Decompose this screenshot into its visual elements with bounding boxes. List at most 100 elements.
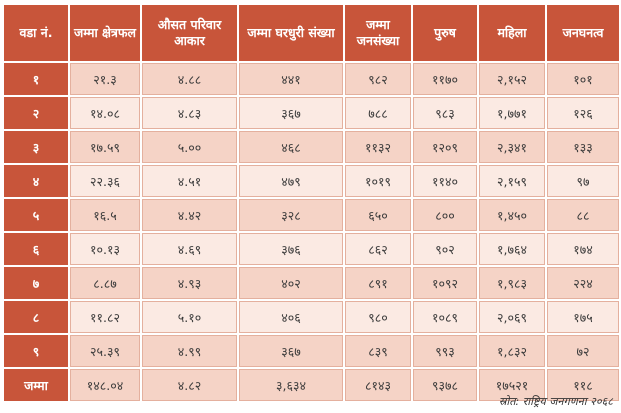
density-cell: ८८ <box>547 199 619 231</box>
total-area-cell: १४८.०४ <box>70 369 140 401</box>
header-female: महिला <box>479 5 545 61</box>
female-cell: १,७६४ <box>479 233 545 265</box>
table-row: २ १४.०८ ४.८३ ३६७ ७८८ ९८३ १,७७१ १२६ <box>4 97 619 129</box>
header-total-population: जम्मा जनसंख्या <box>345 5 411 61</box>
density-cell: १७४ <box>547 233 619 265</box>
density-cell: १७५ <box>547 301 619 333</box>
male-cell: ११७० <box>413 63 477 95</box>
header-population-density: जनघनत्व <box>547 5 619 61</box>
ward-number-cell: ७ <box>4 267 68 299</box>
ward-number-cell: १ <box>4 63 68 95</box>
density-cell: १३३ <box>547 131 619 163</box>
total-female-cell: १७५२१ <box>479 369 545 401</box>
area-cell: २२.३६ <box>70 165 140 197</box>
table-row: ८ ११.८२ ५.१० ४०६ ९८० १०८९ २,०६९ १७५ <box>4 301 619 333</box>
population-cell: १०१९ <box>345 165 411 197</box>
households-cell: ४४१ <box>239 63 343 95</box>
male-cell: १०८९ <box>413 301 477 333</box>
female-cell: १,४५० <box>479 199 545 231</box>
population-cell: ८९१ <box>345 267 411 299</box>
total-population-cell: ८१४३ <box>345 369 411 401</box>
ward-number-cell: ६ <box>4 233 68 265</box>
male-cell: ८०० <box>413 199 477 231</box>
population-cell: ९८२ <box>345 63 411 95</box>
households-cell: ३६७ <box>239 335 343 367</box>
table-row: ७ ८.८७ ४.९३ ४०२ ८९१ १०९२ १,९८३ २२४ <box>4 267 619 299</box>
ward-number-cell: २ <box>4 97 68 129</box>
table-body: १ २१.३ ४.८८ ४४१ ९८२ ११७० २,१५२ १०१ २ १४.… <box>4 63 619 401</box>
male-cell: १०९२ <box>413 267 477 299</box>
household-size-cell: ४.९९ <box>142 335 237 367</box>
ward-number-cell: ८ <box>4 301 68 333</box>
density-cell: २२४ <box>547 267 619 299</box>
table-row: ५ १६.५ ४.४२ ३२८ ६५० ८०० १,४५० ८८ <box>4 199 619 231</box>
area-cell: १७.५९ <box>70 131 140 163</box>
header-total-area: जम्मा क्षेत्रफल <box>70 5 140 61</box>
male-cell: ९९३ <box>413 335 477 367</box>
area-cell: ११.८२ <box>70 301 140 333</box>
header-ward-no: वडा नं. <box>4 5 68 61</box>
population-cell: ८३९ <box>345 335 411 367</box>
ward-number-cell: ५ <box>4 199 68 231</box>
header-total-households: जम्मा घरधुरी संख्या <box>239 5 343 61</box>
household-size-cell: ४.५१ <box>142 165 237 197</box>
households-cell: ४०२ <box>239 267 343 299</box>
household-size-cell: ५.१० <box>142 301 237 333</box>
ward-number-cell: ४ <box>4 165 68 197</box>
male-cell: १२०९ <box>413 131 477 163</box>
header-avg-household-size: औसत परिवार आकार <box>142 5 237 61</box>
female-cell: २,१५९ <box>479 165 545 197</box>
population-cell: ११३२ <box>345 131 411 163</box>
area-cell: ८.८७ <box>70 267 140 299</box>
female-cell: २,०६९ <box>479 301 545 333</box>
ward-number-cell: ९ <box>4 335 68 367</box>
population-cell: ७८८ <box>345 97 411 129</box>
ward-number-cell: ३ <box>4 131 68 163</box>
male-cell: ११४० <box>413 165 477 197</box>
male-cell: ९०२ <box>413 233 477 265</box>
area-cell: १०.१३ <box>70 233 140 265</box>
table-row: ३ १७.५९ ५.०० ४६८ ११३२ १२०९ २,३४१ १३३ <box>4 131 619 163</box>
density-cell: १२६ <box>547 97 619 129</box>
population-cell: ८६२ <box>345 233 411 265</box>
total-row: जम्मा १४८.०४ ४.८२ ३,६३४ ८१४३ ९३७८ १७५२१ … <box>4 369 619 401</box>
female-cell: १,७७१ <box>479 97 545 129</box>
total-density-cell: ११८ <box>547 369 619 401</box>
density-cell: १०१ <box>547 63 619 95</box>
households-cell: ३६७ <box>239 97 343 129</box>
header-row: वडा नं. जम्मा क्षेत्रफल औसत परिवार आकार … <box>4 5 619 61</box>
household-size-cell: ४.६९ <box>142 233 237 265</box>
ward-population-table: वडा नं. जम्मा क्षेत्रफल औसत परिवार आकार … <box>2 3 621 403</box>
household-size-cell: ४.४२ <box>142 199 237 231</box>
total-household-size-cell: ४.८२ <box>142 369 237 401</box>
household-size-cell: ४.८३ <box>142 97 237 129</box>
household-size-cell: ४.९३ <box>142 267 237 299</box>
female-cell: १,८३२ <box>479 335 545 367</box>
population-cell: ९८० <box>345 301 411 333</box>
household-size-cell: ५.०० <box>142 131 237 163</box>
table-row: ६ १०.१३ ४.६९ ३७६ ८६२ ९०२ १,७६४ १७४ <box>4 233 619 265</box>
density-cell: ७२ <box>547 335 619 367</box>
households-cell: ३२८ <box>239 199 343 231</box>
male-cell: ९८३ <box>413 97 477 129</box>
total-label-cell: जम्मा <box>4 369 68 401</box>
header-male: पुरुष <box>413 5 477 61</box>
density-cell: ९७ <box>547 165 619 197</box>
area-cell: २५.३९ <box>70 335 140 367</box>
total-households-cell: ३,६३४ <box>239 369 343 401</box>
female-cell: २,३४१ <box>479 131 545 163</box>
households-cell: ४०६ <box>239 301 343 333</box>
source-note: स्रोत: राष्ट्रिय जनगणना २०६८ <box>498 395 613 408</box>
population-cell: ६५० <box>345 199 411 231</box>
table-row: ४ २२.३६ ४.५१ ४७९ १०१९ ११४० २,१५९ ९७ <box>4 165 619 197</box>
table-row: १ २१.३ ४.८८ ४४१ ९८२ ११७० २,१५२ १०१ <box>4 63 619 95</box>
female-cell: १,९८३ <box>479 267 545 299</box>
households-cell: ३७६ <box>239 233 343 265</box>
households-cell: ४६८ <box>239 131 343 163</box>
total-male-cell: ९३७८ <box>413 369 477 401</box>
table-header: वडा नं. जम्मा क्षेत्रफल औसत परिवार आकार … <box>4 5 619 61</box>
household-size-cell: ४.८८ <box>142 63 237 95</box>
households-cell: ४७९ <box>239 165 343 197</box>
area-cell: १६.५ <box>70 199 140 231</box>
female-cell: २,१५२ <box>479 63 545 95</box>
